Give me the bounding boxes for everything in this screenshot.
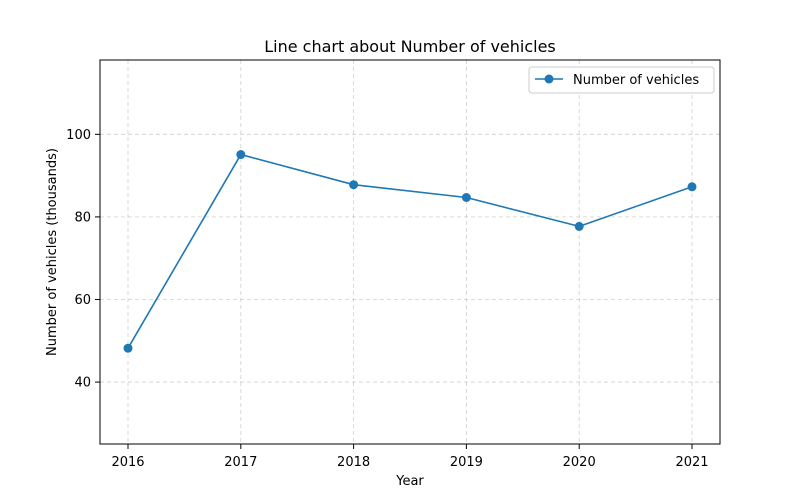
x-tick-label: 2017 xyxy=(224,455,257,470)
x-tick-label: 2020 xyxy=(563,455,596,470)
x-tick-label: 2016 xyxy=(111,455,144,470)
plot-area-frame xyxy=(99,59,721,445)
chart-title: Line chart about Number of vehicles xyxy=(264,37,556,56)
legend-entry-label: Number of vehicles xyxy=(573,73,699,88)
series-layer xyxy=(123,150,697,353)
data-point xyxy=(574,221,584,231)
data-point xyxy=(687,182,697,192)
data-point xyxy=(349,180,359,190)
y-axis-label: Number of vehicles (thousands) xyxy=(45,148,60,356)
y-tick-label: 100 xyxy=(66,128,91,143)
x-axis-label: Year xyxy=(395,474,424,489)
y-tick-label: 80 xyxy=(74,210,91,225)
legend-frame xyxy=(528,66,715,94)
data-point xyxy=(461,192,471,202)
x-tick-label: 2019 xyxy=(450,455,483,470)
series-line xyxy=(127,153,693,349)
legend: Number of vehicles xyxy=(528,66,715,94)
y-tick-label: 60 xyxy=(74,293,91,308)
y-tick-label: 40 xyxy=(74,376,91,391)
x-tick-label: 2018 xyxy=(337,455,370,470)
axis-ticks: 2016 2017 2018 2019 2020 2021 40 60 80 100 xyxy=(66,128,708,470)
x-tick-label: 2021 xyxy=(675,455,708,470)
data-point xyxy=(236,150,246,160)
legend-marker-swatch xyxy=(544,74,554,84)
grid-lines xyxy=(100,60,720,444)
data-point xyxy=(123,343,133,353)
